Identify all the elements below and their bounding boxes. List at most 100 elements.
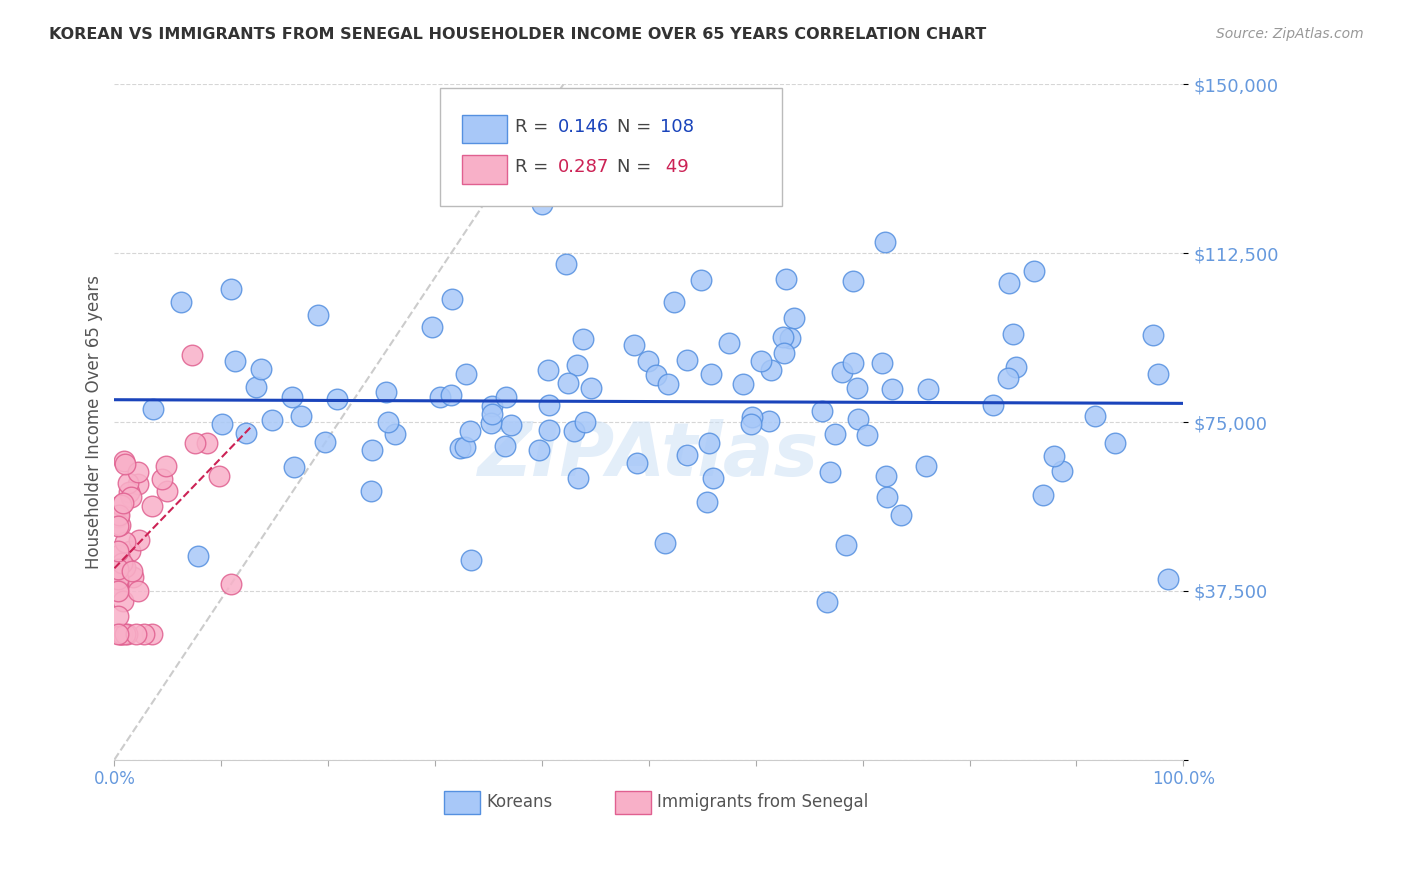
- Point: [1022, 264, 1045, 278]
- Point: [835, 538, 858, 552]
- Point: [761, 363, 783, 377]
- Point: [1104, 436, 1126, 450]
- Point: [1002, 327, 1025, 342]
- Point: [118, 544, 141, 558]
- Point: [155, 458, 177, 473]
- Point: [531, 197, 554, 211]
- Point: [111, 556, 134, 570]
- Point: [440, 387, 463, 401]
- Point: [702, 471, 724, 485]
- Point: [187, 549, 209, 563]
- Point: [981, 398, 1004, 412]
- Point: [998, 276, 1021, 290]
- Point: [117, 476, 139, 491]
- Text: R =: R =: [515, 159, 554, 177]
- Point: [499, 417, 522, 432]
- Text: 0.146: 0.146: [558, 118, 609, 136]
- Point: [1142, 327, 1164, 342]
- Point: [429, 390, 451, 404]
- Point: [696, 495, 718, 509]
- Point: [657, 376, 679, 391]
- Point: [718, 336, 741, 351]
- Point: [377, 416, 399, 430]
- Point: [495, 390, 517, 404]
- Point: [623, 338, 645, 352]
- Point: [107, 509, 129, 524]
- Point: [890, 508, 912, 522]
- Point: [118, 484, 141, 499]
- Point: [107, 584, 129, 599]
- Point: [114, 535, 136, 549]
- Text: KOREAN VS IMMIGRANTS FROM SENEGAL HOUSEHOLDER INCOME OVER 65 YEARS CORRELATION C: KOREAN VS IMMIGRANTS FROM SENEGAL HOUSEH…: [49, 27, 987, 42]
- Text: R =: R =: [515, 118, 554, 136]
- Point: [281, 390, 304, 404]
- Point: [111, 626, 134, 640]
- Point: [637, 354, 659, 368]
- Text: N =: N =: [617, 118, 657, 136]
- Point: [208, 468, 231, 483]
- Point: [114, 560, 136, 574]
- Point: [107, 626, 129, 640]
- Point: [645, 368, 668, 382]
- Point: [260, 412, 283, 426]
- Point: [449, 442, 471, 456]
- Point: [361, 443, 384, 458]
- Point: [846, 411, 869, 425]
- FancyBboxPatch shape: [461, 155, 506, 184]
- Point: [537, 363, 560, 377]
- Point: [997, 370, 1019, 384]
- FancyBboxPatch shape: [461, 115, 506, 144]
- Point: [1157, 572, 1180, 586]
- Point: [107, 608, 129, 623]
- Text: ZIPAtlas: ZIPAtlas: [478, 419, 820, 492]
- Point: [772, 346, 794, 360]
- Point: [107, 572, 129, 586]
- Point: [815, 595, 838, 609]
- Point: [283, 460, 305, 475]
- Point: [314, 435, 336, 450]
- Point: [108, 548, 131, 562]
- Point: [699, 367, 721, 381]
- Point: [456, 368, 478, 382]
- Point: [831, 365, 853, 379]
- Point: [128, 533, 150, 548]
- Point: [127, 584, 149, 599]
- Point: [111, 496, 134, 510]
- Point: [360, 484, 382, 499]
- Point: [150, 472, 173, 486]
- Text: 49: 49: [659, 159, 689, 177]
- Point: [107, 519, 129, 533]
- Point: [855, 427, 877, 442]
- Point: [141, 500, 163, 514]
- Point: [170, 295, 193, 310]
- Point: [107, 544, 129, 558]
- Point: [772, 330, 794, 344]
- FancyBboxPatch shape: [614, 790, 651, 814]
- Point: [1084, 409, 1107, 423]
- Point: [326, 392, 349, 406]
- Point: [494, 439, 516, 453]
- Point: [579, 381, 602, 395]
- Point: [917, 383, 939, 397]
- Text: Source: ZipAtlas.com: Source: ZipAtlas.com: [1216, 27, 1364, 41]
- Point: [111, 560, 134, 574]
- Point: [758, 414, 780, 428]
- Point: [875, 469, 897, 483]
- Point: [156, 484, 179, 499]
- Point: [374, 385, 396, 400]
- Text: N =: N =: [617, 159, 657, 177]
- Point: [121, 564, 143, 578]
- Point: [479, 416, 502, 430]
- Point: [690, 273, 713, 287]
- Point: [676, 448, 699, 462]
- Point: [181, 347, 204, 361]
- Point: [454, 440, 477, 454]
- Point: [235, 425, 257, 440]
- Point: [107, 582, 129, 597]
- Point: [125, 626, 148, 640]
- Point: [574, 415, 596, 429]
- Text: 108: 108: [659, 118, 693, 136]
- Point: [114, 457, 136, 471]
- Point: [132, 626, 155, 640]
- Point: [219, 576, 242, 591]
